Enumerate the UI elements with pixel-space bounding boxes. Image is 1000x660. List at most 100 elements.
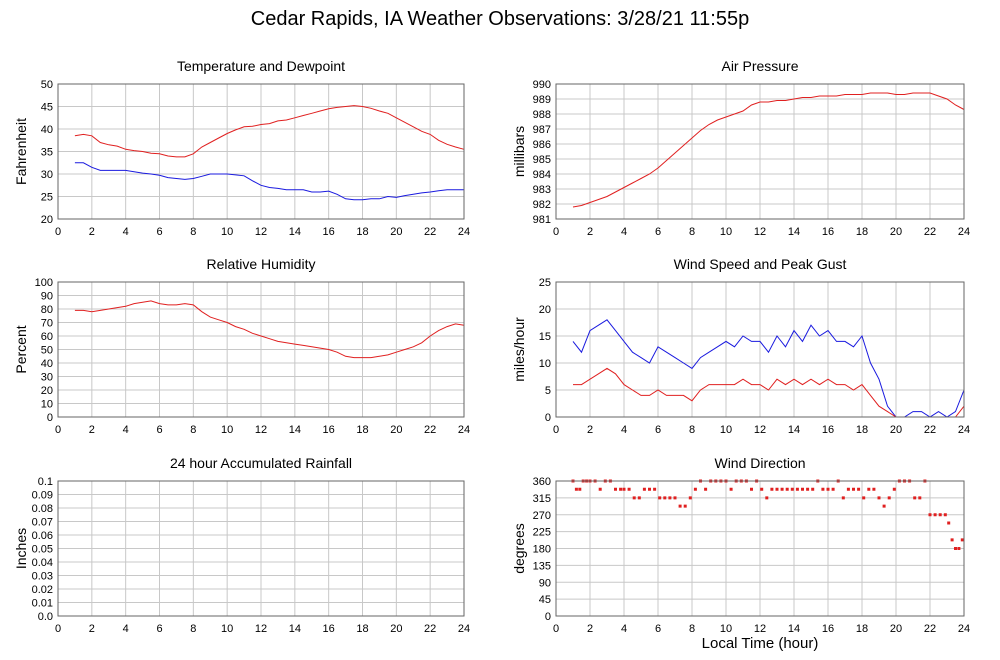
- data-point: [918, 496, 922, 500]
- y-tick-label: 30: [41, 372, 53, 384]
- data-point: [578, 487, 582, 491]
- data-point: [775, 487, 779, 491]
- x-tick-label: 4: [123, 226, 129, 238]
- y-tick-label: 989: [533, 94, 551, 106]
- y-tick-label: 80: [41, 304, 53, 316]
- x-axis-label: Local Time (hour): [701, 635, 819, 652]
- y-tick-label: 0.08: [32, 503, 53, 515]
- y-tick-label: 10: [41, 399, 53, 411]
- x-tick-label: 4: [621, 623, 627, 635]
- chart-pressure: Air Pressure 981 982 983 984 985 986 987 988 989 9…: [511, 58, 970, 238]
- data-point: [811, 487, 815, 491]
- data-point: [770, 487, 774, 491]
- data-point: [663, 496, 667, 500]
- x-tick-label: 14: [788, 424, 800, 436]
- data-point: [826, 487, 830, 491]
- x-tick-label: 24: [458, 424, 470, 436]
- x-tick-label: 0: [55, 226, 61, 238]
- x-tick-label: 22: [424, 623, 436, 635]
- y-tick-label: 0.01: [32, 598, 53, 610]
- data-point: [913, 496, 917, 500]
- y-tick-label: 0.04: [32, 557, 53, 569]
- x-tick-label: 16: [323, 623, 335, 635]
- data-point: [887, 496, 891, 500]
- data-point: [841, 496, 845, 500]
- data-point: [750, 487, 753, 491]
- x-tick-label: 2: [587, 424, 593, 436]
- plot-frame: [57, 281, 465, 418]
- data-point: [943, 513, 947, 517]
- x-tick-label: 18: [356, 226, 368, 238]
- plot-frame: [57, 83, 465, 220]
- chart-humidity: Relative Humidity01020304050607080901002…: [13, 256, 470, 436]
- x-tick-label: 10: [720, 424, 732, 436]
- data-point: [598, 487, 602, 491]
- y-tick-label: 90: [539, 577, 551, 589]
- data-point: [614, 487, 617, 491]
- y-tick-label: 50: [41, 345, 53, 357]
- x-tick-label: 18: [856, 424, 868, 436]
- x-tick-label: 0: [553, 424, 559, 436]
- x-tick-label: 6: [655, 424, 661, 436]
- y-axis-label: Fahrenheit: [13, 118, 29, 185]
- data-point: [648, 487, 651, 491]
- y-tick-label: 0.06: [32, 530, 53, 542]
- data-point: [637, 496, 641, 500]
- chart-rain: 24 hour Accumulated Rainfall0.00.010.020…: [13, 455, 470, 635]
- x-tick-label: 24: [958, 226, 970, 238]
- y-tick-label: 25: [539, 277, 551, 289]
- y-tick-label: 135: [533, 560, 551, 572]
- plot-frame: [555, 83, 965, 220]
- data-point: [619, 487, 623, 491]
- x-tick-label: 8: [190, 623, 196, 635]
- y-tick-label: 0.03: [32, 571, 53, 583]
- y-tick-label: 270: [533, 510, 551, 522]
- y-tick-label: 5: [545, 385, 551, 397]
- x-tick-label: 4: [621, 226, 627, 238]
- series-line-red: [572, 92, 965, 208]
- series-line-red: [74, 105, 465, 158]
- data-point: [683, 504, 687, 508]
- x-tick-label: 22: [424, 424, 436, 436]
- y-tick-label: 70: [41, 318, 53, 330]
- data-point: [957, 547, 961, 550]
- data-point: [785, 487, 789, 491]
- y-tick-label: 990: [533, 79, 551, 91]
- chart-title: Temperature and Dewpoint: [177, 58, 345, 74]
- x-tick-label: 6: [156, 226, 162, 238]
- x-tick-label: 24: [958, 623, 970, 635]
- y-tick-label: 0: [545, 412, 551, 424]
- y-axis-label: Inches: [13, 528, 29, 569]
- x-tick-label: 0: [55, 623, 61, 635]
- y-tick-label: 40: [41, 124, 53, 136]
- x-tick-label: 4: [123, 424, 129, 436]
- x-tick-label: 16: [323, 226, 335, 238]
- x-tick-label: 22: [924, 424, 936, 436]
- chart-title: Relative Humidity: [207, 256, 316, 272]
- y-tick-label: 25: [41, 192, 53, 204]
- x-tick-label: 12: [255, 424, 267, 436]
- y-tick-label: 315: [533, 493, 551, 505]
- data-point: [574, 487, 578, 491]
- data-point: [653, 487, 657, 491]
- y-tick-label: 0.09: [32, 490, 53, 502]
- y-tick-label: 45: [539, 594, 551, 606]
- data-point: [882, 504, 886, 508]
- x-tick-label: 22: [924, 623, 936, 635]
- x-tick-label: 2: [89, 424, 95, 436]
- x-tick-label: 18: [356, 424, 368, 436]
- x-tick-label: 10: [221, 226, 233, 238]
- x-tick-label: 10: [221, 424, 233, 436]
- x-tick-label: 20: [890, 226, 902, 238]
- data-point: [795, 487, 799, 491]
- x-tick-label: 22: [424, 226, 436, 238]
- y-tick-label: 0: [47, 412, 53, 424]
- x-tick-label: 18: [856, 226, 868, 238]
- series-line-blue: [74, 162, 464, 201]
- data-point: [760, 487, 764, 491]
- y-tick-label: 985: [533, 154, 551, 166]
- x-tick-label: 16: [822, 226, 834, 238]
- data-point: [846, 487, 850, 491]
- x-tick-label: 20: [890, 623, 902, 635]
